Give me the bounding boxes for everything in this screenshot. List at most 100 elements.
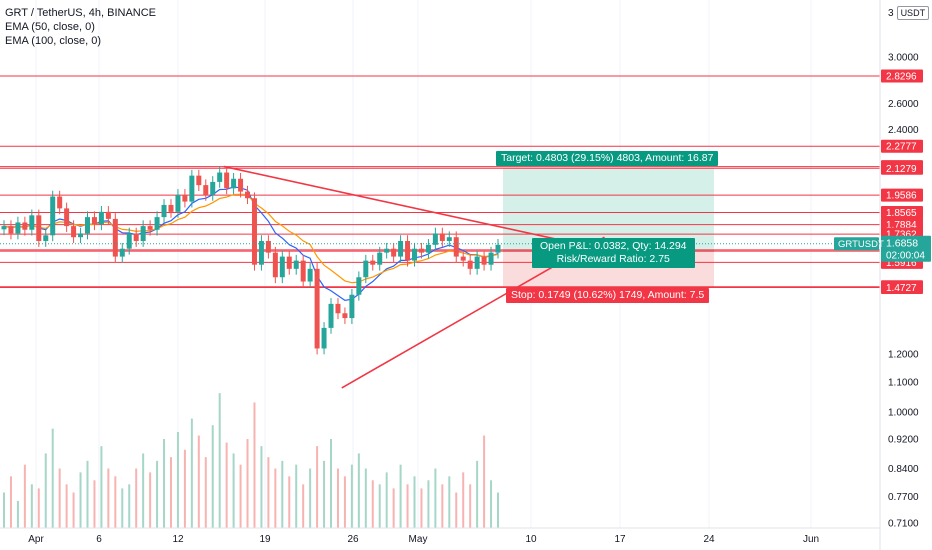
volume-bar-40 xyxy=(281,460,284,528)
volume-bar-32 xyxy=(225,442,228,528)
candle-body-0 xyxy=(1,226,7,230)
level-badge-text-4: 1.9586 xyxy=(886,191,917,202)
volume-bar-70 xyxy=(490,480,493,528)
volume-bar-42 xyxy=(295,464,298,528)
level-badge-text-3: 2.1279 xyxy=(886,164,917,175)
candle-body-24 xyxy=(168,204,174,212)
volume-bar-49 xyxy=(343,476,346,528)
currency-button[interactable]: USDT xyxy=(896,6,930,20)
candle-body-65 xyxy=(453,237,459,257)
price-axis: 3.0000 2.6000 2.4000 1.2000 1.1000 1.0000 0.92… xyxy=(834,0,932,550)
y-tick-2: 2.4000 xyxy=(888,125,919,136)
volume-bar-4 xyxy=(30,484,33,528)
volume-bar-33 xyxy=(232,453,235,528)
stop-label: Stop: 0.1749 (10.62%) 1749, Amount: 7.5 xyxy=(506,288,710,303)
volume-bar-51 xyxy=(357,453,360,528)
time-tick-6: 10 xyxy=(525,534,537,545)
y-tick-7: 0.8400 xyxy=(888,464,919,475)
volume-bar-46 xyxy=(323,460,326,528)
volume-bar-64 xyxy=(448,476,451,528)
y-tick-1: 2.6000 xyxy=(888,99,919,110)
level-badge-text-10: 1.5916 xyxy=(886,258,917,269)
scale-corner: 3 USDT xyxy=(888,6,930,20)
candle-body-51 xyxy=(356,277,362,295)
volume-bar-47 xyxy=(330,439,333,528)
candle-body-64 xyxy=(446,237,452,241)
scale-number: 3 xyxy=(888,8,894,19)
volume-bar-7 xyxy=(51,428,54,528)
horizontal-levels xyxy=(0,75,880,288)
candle-body-40 xyxy=(279,256,285,278)
ema100-legend[interactable]: EMA (100, close, 0) xyxy=(5,35,101,47)
volume-bar-55 xyxy=(385,472,388,528)
volume-bar-36 xyxy=(253,402,256,528)
target-label: Target: 0.4803 (29.15%) 4803, Amount: 16… xyxy=(496,151,719,166)
level-badge-5 xyxy=(881,205,923,219)
candle-body-41 xyxy=(286,256,292,269)
volume-bar-11 xyxy=(79,472,82,528)
time-tick-2: 12 xyxy=(172,534,184,545)
target-zone xyxy=(503,168,714,252)
ema100-line xyxy=(3,193,499,284)
volume-bar-31 xyxy=(218,393,221,528)
y-tick-5: 1.0000 xyxy=(888,408,919,419)
candle-body-66 xyxy=(460,256,466,261)
level-badge-0 xyxy=(881,69,923,83)
candle-body-60 xyxy=(418,248,424,253)
volume-bar-68 xyxy=(476,460,479,528)
last-price-value: 1.6858 xyxy=(886,238,918,250)
candle-body-14 xyxy=(98,211,104,225)
candle-body-21 xyxy=(147,226,153,230)
candle-body-26 xyxy=(182,194,188,202)
candle-body-31 xyxy=(217,172,223,182)
volume-bar-30 xyxy=(211,425,214,528)
open-pnl-label: Open P&L: 0.0382, Qty: 14.294 Risk/Rewar… xyxy=(532,238,695,268)
candle-body-52 xyxy=(363,260,369,278)
volume-bar-13 xyxy=(93,480,96,528)
volume-bar-0 xyxy=(3,492,5,528)
volume-bar-37 xyxy=(260,446,263,528)
volume-bar-65 xyxy=(455,492,458,528)
time-tick-1: 6 xyxy=(96,534,102,545)
level-badge-3 xyxy=(881,161,923,175)
candle-body-7 xyxy=(50,196,56,236)
candle-body-17 xyxy=(119,248,125,257)
volume-bar-23 xyxy=(163,439,166,528)
candle-body-49 xyxy=(342,313,348,319)
volume-bar-29 xyxy=(204,457,207,528)
volume-bar-24 xyxy=(169,457,172,528)
volume-bar-25 xyxy=(176,432,179,528)
candle-body-63 xyxy=(439,233,445,241)
volume-bar-57 xyxy=(399,464,402,528)
y-tick-0: 3.0000 xyxy=(888,53,919,64)
volume-bar-6 xyxy=(44,453,47,528)
volume-bar-19 xyxy=(135,468,138,528)
candle-body-47 xyxy=(328,303,334,328)
candle-body-22 xyxy=(154,217,160,230)
chart-legend: GRT / TetherUS, 4h, BINANCE EMA (50, clo… xyxy=(5,6,156,48)
volume-bar-8 xyxy=(58,468,61,528)
volume-bar-61 xyxy=(427,480,430,528)
volume-bar-35 xyxy=(246,439,249,528)
candle-body-2 xyxy=(15,222,21,234)
candle-body-48 xyxy=(335,303,341,314)
candle-body-20 xyxy=(140,226,146,241)
volume-bar-45 xyxy=(316,446,319,528)
ema50-legend[interactable]: EMA (50, close, 0) xyxy=(5,21,95,33)
candle-body-12 xyxy=(84,217,90,234)
candle-body-18 xyxy=(126,233,132,249)
candle-body-34 xyxy=(238,178,244,192)
volume-bar-41 xyxy=(288,476,291,528)
volume-bar-14 xyxy=(100,446,103,528)
time-tick-4: 26 xyxy=(347,534,359,545)
candle-body-61 xyxy=(425,244,431,253)
candle-body-42 xyxy=(293,260,299,269)
symbol-title[interactable]: GRT / TetherUS, 4h, BINANCE xyxy=(5,7,157,19)
volume-bar-10 xyxy=(72,492,75,528)
candle-body-25 xyxy=(175,194,181,212)
candles xyxy=(1,166,501,355)
position-zones xyxy=(503,168,714,288)
candle-body-32 xyxy=(224,172,230,189)
last-price-badge xyxy=(881,235,931,262)
